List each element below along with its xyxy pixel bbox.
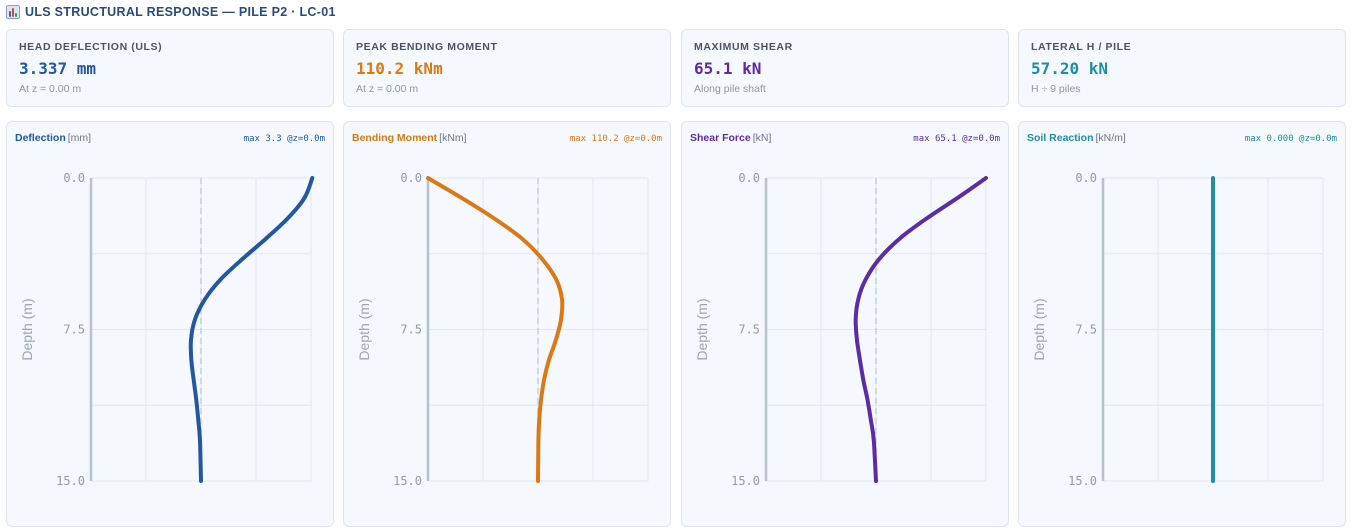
y-tick-label: 7.5: [63, 323, 85, 337]
kpi-label: LATERAL H / PILE: [1031, 41, 1132, 53]
kpi-label: HEAD DEFLECTION (ULS): [19, 41, 163, 53]
kpi-value: 3.337 mm: [19, 59, 97, 78]
chart-panel-shear-force: Shear Force [kN] max 65.1 @z=0.0m 0.0 7.5 1…: [681, 121, 1009, 527]
page-title: ULS STRUCTURAL RESPONSE — PILE P2 · LC-0…: [25, 5, 336, 19]
shear-force-chart: 0.0 7.5 15.0 Depth (m): [694, 171, 988, 488]
y-axis-label: Depth (m): [19, 298, 35, 360]
y-tick-label: 15.0: [393, 474, 422, 488]
y-tick-label: 0.0: [400, 171, 422, 185]
kpi-card-head-deflection: HEAD DEFLECTION (ULS) 3.337 mm At z = 0.…: [6, 29, 334, 107]
y-tick-label: 15.0: [1068, 474, 1097, 488]
kpi-card-maximum-shear: MAXIMUM SHEAR 65.1 kN Along pile shaft: [681, 29, 1009, 107]
soil-reaction-chart: 0.0 7.5 15.0 Depth (m): [1031, 171, 1324, 488]
y-tick-label: 0.0: [63, 171, 85, 185]
chart-title: Shear Force [kN]: [690, 132, 772, 144]
y-axis-label: Depth (m): [1031, 298, 1047, 360]
series-line: [426, 176, 565, 483]
chart-title: Soil Reaction [kN/m]: [1027, 132, 1126, 144]
deflection-chart: 0.0 7.5 15.0 Depth (m): [19, 171, 315, 488]
kpi-label: PEAK BENDING MOMENT: [356, 41, 498, 53]
kpi-value: 110.2 kNm: [356, 59, 443, 78]
kpi-subtext: H ÷ 9 piles: [1031, 83, 1081, 95]
kpi-subtext: Along pile shaft: [694, 83, 766, 95]
chart-panel-deflection: Deflection [mm] max 3.3 @z=0.0m 0.0 7.5 15.…: [6, 121, 334, 527]
kpi-card-peak-bending-moment: PEAK BENDING MOMENT 110.2 kNm At z = 0.0…: [343, 29, 671, 107]
chart-max-label: max 3.3 @z=0.0m: [243, 134, 325, 144]
series-line: [853, 176, 988, 483]
y-axis-label: Depth (m): [694, 298, 710, 360]
dashboard-header: ULS STRUCTURAL RESPONSE — PILE P2 · LC-0…: [6, 3, 336, 21]
y-tick-label: 15.0: [56, 474, 85, 488]
kpi-card-lateral-h-per-pile: LATERAL H / PILE 57.20 kN H ÷ 9 piles: [1018, 29, 1346, 107]
y-tick-label: 7.5: [1075, 323, 1097, 337]
chart-panel-bending-moment: Bending Moment [kNm] max 110.2 @z=0.0m 0.…: [343, 121, 671, 527]
chart-title: Bending Moment [kNm]: [352, 132, 467, 144]
bending-moment-chart: 0.0 7.5 15.0 Depth (m): [356, 171, 649, 488]
bar-chart-icon: [6, 5, 20, 19]
series-line: [188, 176, 315, 483]
y-tick-label: 0.0: [1075, 171, 1097, 185]
kpi-value: 57.20 kN: [1031, 59, 1109, 78]
kpi-subtext: At z = 0.00 m: [356, 83, 419, 95]
y-axis-label: Depth (m): [356, 298, 372, 360]
kpi-subtext: At z = 0.00 m: [19, 83, 82, 95]
chart-panel-soil-reaction: Soil Reaction [kN/m] max 0.000 @z=0.0m 0.…: [1018, 121, 1346, 527]
kpi-value: 65.1 kN: [694, 59, 762, 78]
chart-max-label: max 65.1 @z=0.0m: [913, 134, 1000, 144]
kpi-label: MAXIMUM SHEAR: [694, 41, 793, 53]
y-tick-label: 15.0: [731, 474, 760, 488]
chart-title: Deflection [mm]: [15, 132, 92, 144]
chart-max-label: max 110.2 @z=0.0m: [569, 134, 662, 144]
chart-max-label: max 0.000 @z=0.0m: [1244, 134, 1337, 144]
y-tick-label: 7.5: [738, 323, 760, 337]
y-tick-label: 7.5: [400, 323, 422, 337]
y-tick-label: 0.0: [738, 171, 760, 185]
